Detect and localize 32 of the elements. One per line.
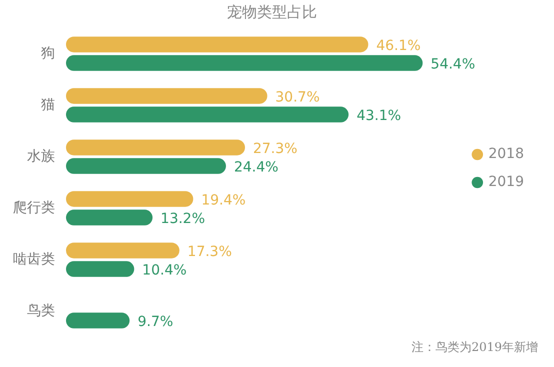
bar xyxy=(66,158,226,174)
data-label: 19.4% xyxy=(201,192,246,209)
data-label: 30.7% xyxy=(275,90,320,106)
legend-label: 2018 xyxy=(488,146,524,162)
bar xyxy=(66,36,368,52)
bar xyxy=(66,55,423,71)
bar xyxy=(66,242,180,258)
bar xyxy=(66,312,130,328)
bar xyxy=(66,261,134,277)
data-label: 24.4% xyxy=(234,160,278,176)
data-label: 46.1% xyxy=(376,38,421,54)
data-label: 27.3% xyxy=(252,141,298,158)
bar xyxy=(66,106,349,122)
y-tick-label: 狗 xyxy=(41,45,55,62)
data-label: 54.4% xyxy=(430,56,476,73)
bar xyxy=(66,140,245,156)
y-tick-label: 鸟类 xyxy=(27,302,55,319)
bar xyxy=(66,88,268,104)
y-tick-label: 爬行类 xyxy=(13,200,55,216)
data-label: 17.3% xyxy=(187,244,232,260)
data-label: 43.1% xyxy=(356,108,402,124)
data-label: 9.7% xyxy=(138,314,174,330)
legend-label: 2019 xyxy=(488,174,524,190)
y-tick-label: 啮齿类 xyxy=(13,251,55,268)
data-label: 13.2% xyxy=(160,211,206,228)
chart-title: 宠物类型占比 xyxy=(227,2,317,21)
bar xyxy=(66,191,194,207)
y-tick-label: 猫 xyxy=(41,96,55,113)
text: 注：鸟类为2019年新增 xyxy=(411,340,538,354)
bar xyxy=(66,210,153,226)
data-label: 10.4% xyxy=(142,262,187,279)
y-tick-label: 水族 xyxy=(27,148,55,164)
